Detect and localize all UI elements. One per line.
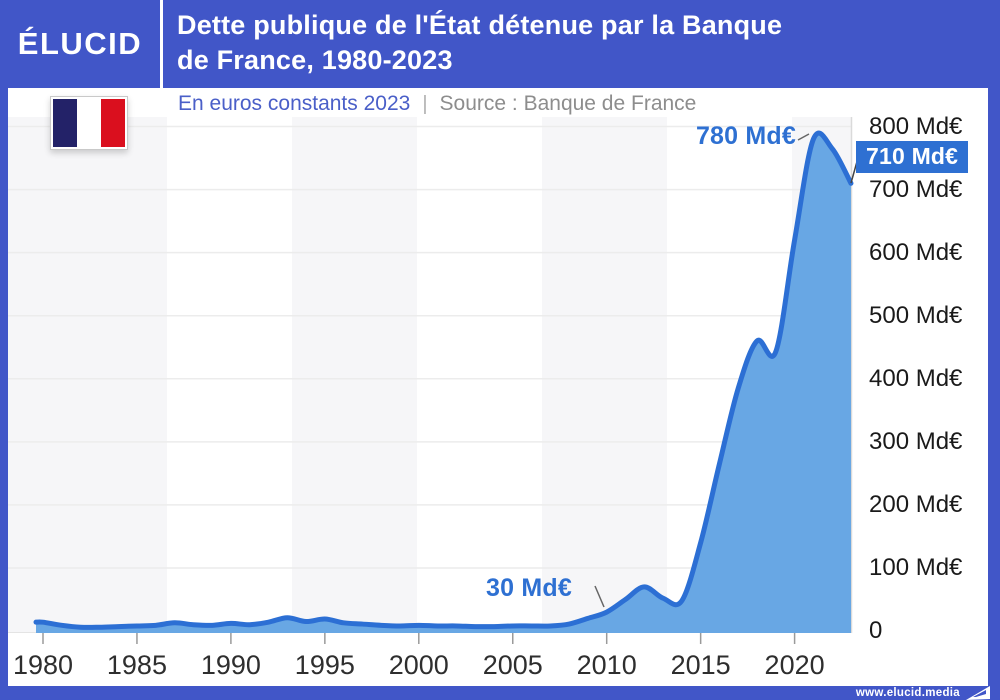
flag-blue-band — [53, 99, 77, 147]
france-flag-icon — [50, 96, 128, 150]
chart-title-line2: de France, 1980-2023 — [177, 45, 453, 75]
logo-box: ÉLUCID — [0, 0, 163, 88]
y-axis-tick-label: 500 Md€ — [869, 301, 963, 329]
x-axis-tick-label: 1985 — [106, 650, 167, 680]
annotation-peak-value: 780 Md€ — [695, 122, 796, 150]
footer-bar: www.elucid.media — [0, 686, 1000, 700]
subtitle-source: Source : Banque de France — [439, 92, 697, 115]
y-axis-tick-label: 700 Md€ — [869, 175, 963, 203]
y-axis-tick-label: 400 Md€ — [869, 364, 963, 392]
current-value-badge: 710 Md€ — [856, 141, 969, 173]
x-axis-tick-label: 2005 — [482, 650, 543, 680]
subtitle-row: En euros constants 2023 | Source : Banqu… — [178, 92, 696, 116]
x-axis-tick-label: 1995 — [294, 650, 355, 680]
y-axis-tick-label: 800 Md€ — [869, 112, 963, 140]
elucid-flag-icon — [966, 686, 990, 700]
subtitle-unit: En euros constants 2023 — [178, 92, 411, 115]
y-axis-tick-label: 300 Md€ — [869, 427, 963, 455]
y-axis-tick-label: 0 — [869, 617, 883, 644]
annotation-2010-value: 30 Md€ — [486, 574, 572, 602]
title-box: Dette publique de l'État détenue par la … — [163, 0, 1000, 88]
x-axis-tick-label: 2000 — [388, 650, 449, 680]
y-axis-tick-label: 200 Md€ — [869, 490, 963, 518]
x-axis-tick-label: 2020 — [764, 650, 825, 680]
header-bar: ÉLUCID Dette publique de l'État détenue … — [0, 0, 1000, 88]
flag-white-band — [77, 99, 101, 147]
x-axis-tick-label: 1980 — [12, 650, 74, 680]
y-axis-tick-label: 600 Md€ — [869, 238, 963, 266]
plot-background-stripes — [8, 117, 852, 633]
x-axis-tick-label: 1990 — [200, 650, 261, 680]
x-axis-tick-label: 2015 — [670, 650, 731, 680]
flag-red-band — [101, 99, 125, 147]
elucid-logo: ÉLUCID — [17, 26, 143, 61]
y-axis-tick-label: 100 Md€ — [869, 553, 963, 581]
x-axis-tick-label: 2010 — [576, 650, 637, 680]
chart-title-line1: Dette publique de l'État détenue par la … — [177, 10, 783, 40]
subtitle-separator: | — [422, 92, 428, 115]
footer-url: www.elucid.media — [855, 687, 960, 699]
